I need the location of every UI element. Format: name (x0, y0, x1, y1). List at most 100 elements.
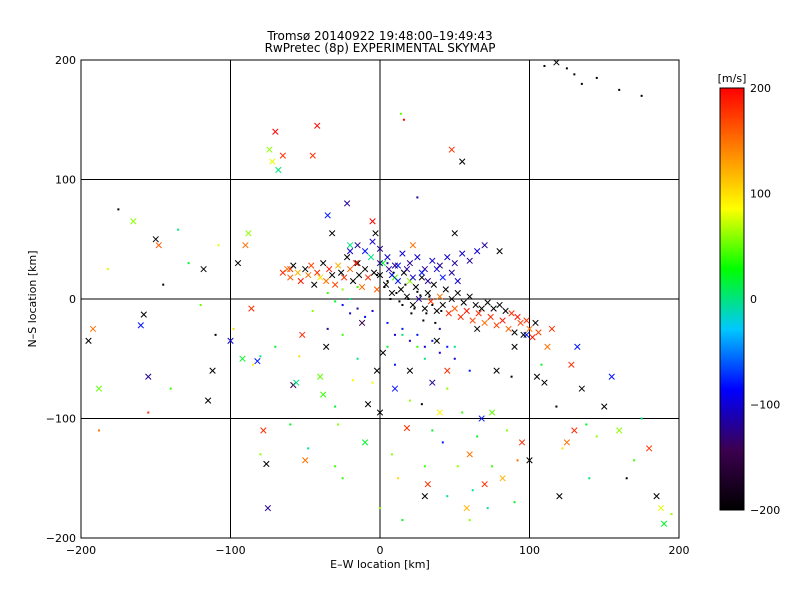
scatter-point-cross (601, 403, 608, 410)
scatter-point-cross (415, 295, 423, 303)
scatter-point-cross (254, 357, 261, 365)
scatter-point-dot (423, 465, 426, 468)
scatter-point-cross (457, 313, 464, 321)
scatter-point-cross (412, 283, 420, 291)
scatter-point-dot (364, 315, 367, 318)
scatter-point-dot (392, 271, 395, 274)
colorbar: [m/s] 200 100 0 −100 −200 (718, 72, 781, 517)
scatter-point-cross (429, 379, 436, 386)
scatter-point-dot (416, 345, 419, 348)
scatter-point-cross (275, 166, 282, 174)
scatter-point-cross (653, 493, 660, 500)
scatter-point-cross (343, 254, 351, 261)
scatter-point-cross (403, 265, 411, 273)
scatter-point-cross (331, 281, 339, 288)
scatter-point-dot (393, 363, 396, 366)
scatter-point-dot (379, 507, 381, 510)
scatter-point-cross (391, 385, 399, 392)
scatter-point-cross (481, 242, 488, 249)
scatter-point-dot (334, 300, 337, 303)
scatter-point-cross (469, 317, 476, 324)
scatter-point-dot (214, 333, 217, 336)
scatter-point-cross (657, 504, 665, 512)
scatter-point-dot (446, 345, 449, 348)
scatter-point-cross (372, 230, 379, 237)
scatter-point-dot (356, 307, 359, 310)
scatter-point-cross (484, 299, 491, 306)
scatter-point-dot (461, 411, 464, 414)
scatter-point-cross (433, 265, 440, 273)
scatter-point-cross (293, 379, 300, 386)
scatter-point-dot (326, 327, 329, 330)
scatter-point-cross (311, 281, 318, 288)
scatter-point-dot (580, 82, 583, 85)
scatter-point-cross (260, 427, 267, 434)
scatter-point-cross (535, 329, 542, 336)
scatter-point-dot (565, 67, 568, 70)
scatter-point-dot (408, 399, 411, 402)
scatter-point-dot (420, 403, 423, 406)
scatter-point-cross (439, 274, 446, 281)
scatter-point-cross (433, 307, 440, 315)
scatter-point-dot (428, 295, 431, 298)
scatter-point-cross (563, 439, 571, 446)
scatter-point-cross (264, 504, 272, 512)
scatter-point-cross (369, 218, 376, 225)
scatter-point-dot (438, 351, 441, 354)
scatter-point-dot (423, 357, 426, 360)
x-tick-label: −100 (215, 544, 245, 557)
scatter-point-cross (444, 254, 451, 261)
scatter-point-cross (571, 427, 578, 434)
y-axis-label: N–S location [km] (26, 250, 39, 347)
scatter-point-cross (140, 311, 147, 318)
scatter-point-dot (401, 303, 404, 306)
scatter-point-cross (548, 325, 556, 333)
scatter-point-cross (475, 310, 482, 317)
scatter-point-cross (329, 230, 336, 237)
scatter-point-cross (517, 319, 524, 327)
scatter-point-cross (269, 158, 276, 165)
scatter-point-cross (284, 265, 291, 273)
scatter-point-dot (425, 312, 428, 315)
scatter-point-cross (302, 265, 309, 273)
scatter-point-cross (448, 269, 455, 276)
scatter-point-dot (407, 298, 410, 300)
scatter-point-dot (625, 477, 628, 480)
scatter-point-dot (177, 228, 180, 231)
scatter-point-dot (349, 312, 352, 315)
scatter-point-dot (386, 345, 389, 348)
scatter-point-dot (401, 327, 404, 330)
scatter-point-cross (155, 242, 162, 249)
x-axis-label: E–W location [km] (330, 558, 430, 571)
scatter-point-cross (518, 439, 526, 446)
scatter-point-dot (259, 355, 262, 358)
scatter-point-cross (448, 146, 455, 153)
scatter-point-dot (162, 283, 165, 286)
scatter-point-cross (499, 317, 506, 324)
scatter-point-cross (430, 281, 437, 288)
scatter-point-dot (341, 303, 344, 306)
scatter-point-cross (346, 248, 354, 255)
scatter-point-cross (463, 307, 470, 315)
scatter-point-dot (491, 465, 494, 468)
scatter-point-cross (544, 343, 551, 350)
scatter-point-cross (337, 269, 345, 276)
scatter-point-cross (130, 218, 137, 225)
scatter-point-dot (217, 244, 220, 247)
scatter-point-dot (274, 345, 277, 348)
scatter-point-cross (369, 238, 376, 245)
scatter-point-cross (466, 451, 473, 458)
scatter-point-cross (429, 257, 436, 264)
scatter-point-cross (334, 262, 342, 269)
scatter-point-cross (204, 397, 212, 404)
scatter-point-dot (561, 447, 564, 450)
scatter-point-dot (486, 507, 489, 510)
scatter-point-cross (266, 146, 273, 153)
scatter-point-cross (349, 277, 357, 285)
scatter-point-cross (478, 415, 485, 422)
scatter-point-dot (199, 303, 202, 306)
scatter-point-cross (488, 409, 496, 416)
scatter-point-dot (555, 405, 558, 408)
scatter-point-dot (670, 513, 673, 516)
scatter-point-dot (416, 333, 419, 336)
